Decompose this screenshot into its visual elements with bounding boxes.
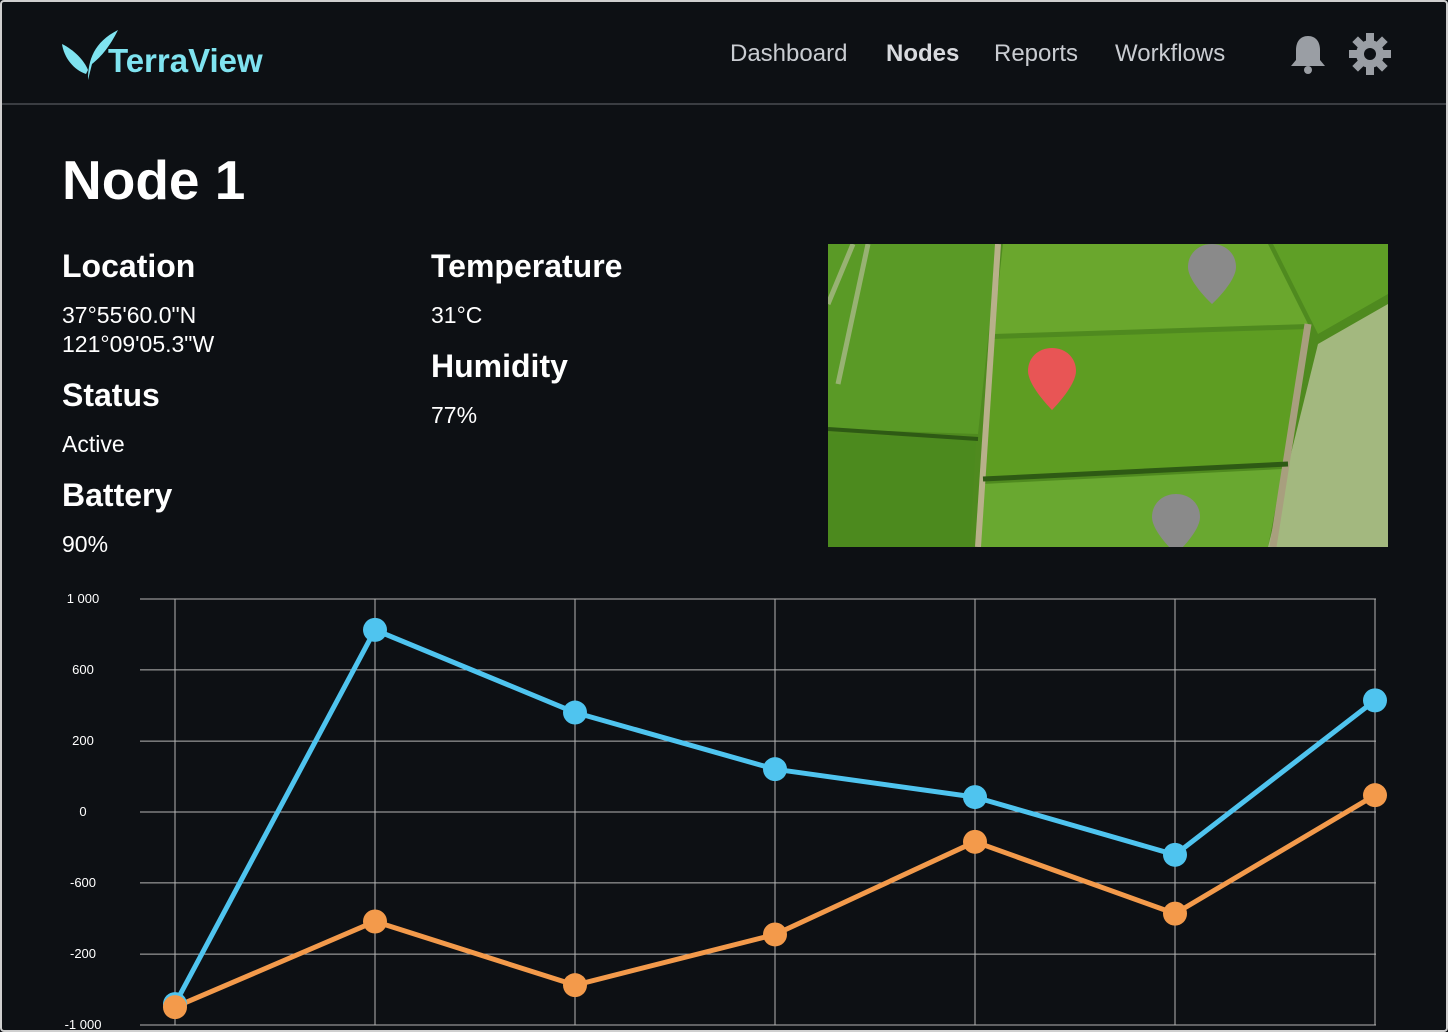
- nav-link[interactable]: Reports: [994, 40, 1079, 67]
- field-label: Battery: [62, 477, 173, 513]
- field-value: Active: [62, 431, 125, 457]
- data-point: [1363, 783, 1387, 808]
- y-tick-label: -600: [70, 875, 96, 890]
- y-tick-label: 200: [72, 733, 94, 748]
- field-value: 90%: [62, 531, 109, 557]
- data-point: [963, 829, 987, 854]
- y-tick-label: 0: [79, 804, 86, 819]
- field-label: Location: [62, 248, 196, 284]
- data-point: [1363, 688, 1387, 713]
- field-value: 31°C: [431, 302, 483, 328]
- field-value: 121°09'05.3"W: [62, 331, 215, 357]
- data-point: [763, 757, 787, 782]
- map-pin[interactable]: [1028, 348, 1076, 410]
- settings-icon[interactable]: [1348, 32, 1392, 76]
- field-label: Temperature: [431, 248, 623, 284]
- data-point: [963, 785, 987, 810]
- nav-link[interactable]: Nodes: [886, 40, 960, 67]
- y-tick-label: 600: [72, 662, 94, 677]
- field-label: Humidity: [431, 348, 568, 384]
- data-point: [1163, 901, 1187, 926]
- data-point: [363, 909, 387, 934]
- field-label: Status: [62, 377, 160, 413]
- header: TerraView Dashboard Nodes Reports Workfl…: [2, 2, 1446, 105]
- y-tick-label: -1 000: [65, 1017, 102, 1030]
- y-tick-label: -200: [70, 946, 96, 961]
- data-point: [1163, 842, 1187, 867]
- logo-icon: [62, 30, 118, 80]
- nav-link[interactable]: Workflows: [1115, 40, 1226, 67]
- data-point: [563, 973, 587, 998]
- map[interactable]: [828, 244, 1388, 547]
- data-point: [563, 700, 587, 725]
- nav-link[interactable]: Dashboard: [730, 40, 848, 67]
- logo[interactable]: TerraView: [108, 42, 263, 79]
- y-tick-label: 1 000: [67, 591, 100, 606]
- field-value: 77%: [431, 402, 478, 428]
- data-point: [363, 617, 387, 642]
- page-title: Node 1: [62, 149, 246, 211]
- map-pin[interactable]: [1188, 244, 1236, 304]
- data-point: [163, 995, 187, 1020]
- field-value: 37°55'60.0"N: [62, 302, 197, 328]
- map-pin[interactable]: [1152, 494, 1200, 547]
- bell-icon[interactable]: [1286, 32, 1330, 76]
- data-point: [763, 922, 787, 947]
